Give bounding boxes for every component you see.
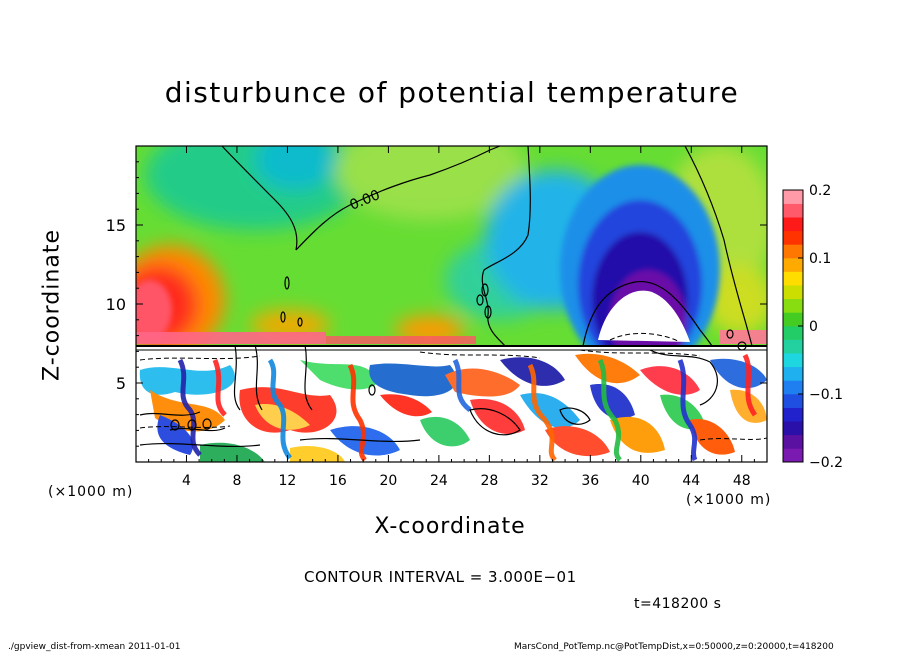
x-axis-label: X-coordinate	[0, 514, 904, 539]
colorbar-segment	[783, 366, 803, 381]
footer-right-text: MarsCond_PotTemp.nc@PotTempDist,x=0:5000…	[514, 642, 834, 652]
x-unit-label-right: (×1000 m)	[686, 492, 772, 508]
colorbar-tick-label: 0.2	[809, 183, 831, 199]
x-tick-label: 32	[531, 473, 549, 489]
colorbar-segment	[783, 353, 803, 368]
colorbar-segment	[783, 258, 803, 272]
heatmap-field	[136, 146, 767, 462]
x-tick-label: 24	[430, 473, 448, 489]
x-axis-ticks: 4 8 12 16 20 24 28 32 36 40 44 48	[148, 146, 755, 489]
x-tick-label: 28	[480, 473, 498, 489]
colorbar-segment	[783, 230, 803, 245]
y-tick-label: 10	[106, 295, 126, 314]
colorbar-segment	[783, 326, 803, 340]
y-tick-label: 5	[116, 374, 126, 393]
colorbar-tick-label: 0	[809, 319, 818, 335]
x-tick-label: 40	[632, 473, 650, 489]
colorbar-segment	[783, 285, 803, 300]
colorbar-segment	[783, 434, 803, 449]
colorbar	[782, 189, 804, 463]
colorbar-segment	[783, 190, 803, 204]
colorbar-segment	[783, 298, 803, 313]
x-unit-label-left: (×1000 m)	[48, 484, 134, 500]
colorbar-segment	[783, 380, 803, 395]
contour-interval-text: CONTOUR INTERVAL = 3.000E−01	[304, 568, 577, 586]
colorbar-ticks: 0.2 0.1 0 −0.1 −0.2	[798, 183, 843, 471]
x-tick-label: 44	[682, 473, 700, 489]
chart-title: disturbunce of potential temperature	[164, 76, 740, 109]
colorbar-segment	[783, 312, 803, 327]
y-axis-ticks: 5 10 15	[106, 161, 767, 447]
colorbar-segment	[783, 394, 803, 408]
colorbar-segment	[783, 203, 803, 218]
colorbar-tick-label: −0.2	[809, 455, 843, 471]
y-tick-label: 15	[106, 216, 126, 235]
colorbar-tick-label: −0.1	[809, 387, 843, 403]
footer-left-text: ./gpview_dist-from-xmean 2011-01-01	[8, 642, 181, 652]
colorbar-segment	[783, 448, 803, 463]
colorbar-segment	[783, 339, 803, 354]
colorbar-tick-label: 0.1	[809, 251, 831, 267]
x-tick-label: 16	[329, 473, 347, 489]
x-tick-label: 20	[379, 473, 397, 489]
colorbar-segment	[783, 271, 803, 286]
x-tick-label: 12	[279, 473, 297, 489]
time-stamp-text: t=418200 s	[634, 596, 722, 612]
x-tick-label: 36	[581, 473, 599, 489]
x-tick-label: 4	[182, 473, 191, 489]
colorbar-segment	[783, 421, 803, 436]
colorbar-segment	[783, 407, 803, 422]
x-tick-label: 8	[232, 473, 241, 489]
x-axis-label-text: X-coordinate	[374, 514, 526, 539]
colorbar-segment	[783, 244, 803, 259]
colorbar-segment	[783, 217, 803, 232]
x-tick-label: 48	[733, 473, 751, 489]
